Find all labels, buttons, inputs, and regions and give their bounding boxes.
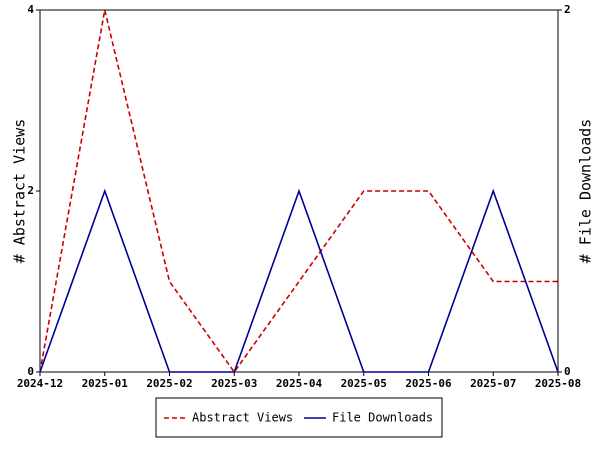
legend-box [155,397,443,438]
series-line [39,9,558,374]
x-tick-label: 2025-06 [405,377,452,390]
x-tick-label: 2025-08 [535,377,581,390]
y2-axis-title: # File Downloads [577,119,595,264]
legend-label: Abstract Views [192,411,293,425]
y-tick-label: 2 [27,184,34,197]
x-tick-label: 2025-01 [82,377,129,390]
y2-tick-label: 2 [564,3,571,16]
legend-label: File Downloads [332,411,433,425]
x-tick-label: 2025-07 [470,377,516,390]
x-tick-label: 2025-04 [276,377,323,390]
x-tick-label: 2025-02 [146,377,192,390]
x-tick-label: 2025-03 [211,377,257,390]
series-line [39,188,559,373]
y-axis-title: # Abstract Views [11,119,29,264]
y-tick-label: 0 [27,365,34,378]
x-tick-label: 2024-12 [17,377,63,390]
x-tick-label: 2025-05 [341,377,387,390]
y-tick-label: 4 [27,3,34,16]
y2-tick-label: 0 [564,365,571,378]
